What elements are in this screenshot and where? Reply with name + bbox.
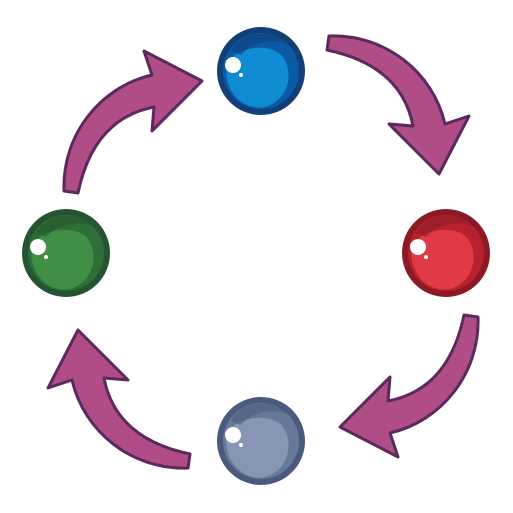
arrow-top-to-right: [325, 34, 471, 176]
arrows-layer: [46, 34, 480, 470]
arrow-right-to-bottom: [338, 313, 480, 459]
arrow-left-to-top: [62, 49, 204, 195]
node-left-green-sphere: [22, 209, 110, 297]
nodes-layer: [22, 27, 490, 485]
arrow-bottom-to-left: [46, 328, 192, 470]
node-right-red-sphere: [402, 209, 490, 297]
node-top-blue-sphere: [217, 27, 305, 115]
node-bottom-slate-sphere: [217, 397, 305, 485]
